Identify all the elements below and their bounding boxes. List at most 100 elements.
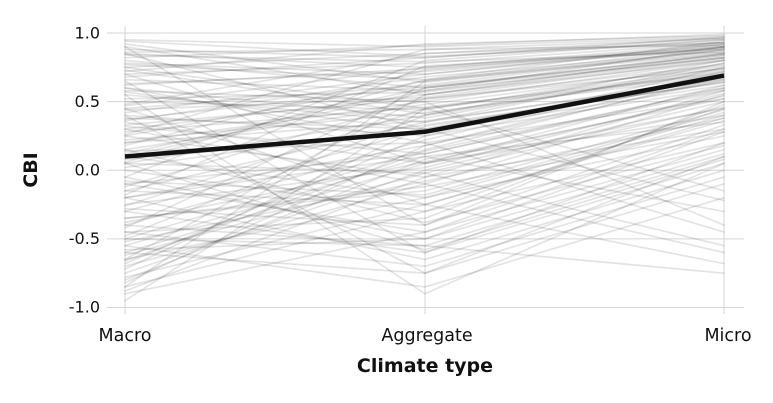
y-tick-neg-1.0: -1.0 <box>69 298 100 317</box>
observation-line <box>124 45 725 288</box>
y-tick-neg-0.5: -0.5 <box>69 229 100 248</box>
observation-line <box>124 196 725 288</box>
observation-line <box>124 87 725 185</box>
observation-line <box>124 40 725 81</box>
observation-line <box>124 43 725 76</box>
observation-line <box>124 41 725 106</box>
observation-line <box>124 33 725 59</box>
observation-line <box>124 95 725 224</box>
observation-line <box>124 169 725 261</box>
y-tick-1.0: 1.0 <box>75 24 100 43</box>
observation-line <box>124 158 725 251</box>
observation-line <box>124 34 725 73</box>
observation-line <box>124 155 725 247</box>
observation-line <box>124 93 725 295</box>
observation-line <box>124 183 725 275</box>
observation-line <box>124 63 725 188</box>
x-tick-aggregate: Aggregate <box>381 326 472 346</box>
observation-line <box>124 37 725 136</box>
observation-line <box>124 62 725 111</box>
observation-line <box>124 176 725 268</box>
observation-line <box>124 49 725 122</box>
observation-line <box>124 141 725 213</box>
observation-line <box>124 73 725 199</box>
observation-line <box>124 44 725 54</box>
observation-line <box>124 109 725 220</box>
observation-line <box>124 52 725 261</box>
observation-line <box>124 114 725 165</box>
observation-line <box>124 43 725 107</box>
observation-line <box>124 89 725 155</box>
observation-line <box>124 48 725 196</box>
observation-line <box>124 69 725 115</box>
observation-line <box>124 119 725 279</box>
observation-line <box>124 65 725 151</box>
observation-line <box>124 73 725 165</box>
observation-line <box>124 93 725 268</box>
category-axis-lines <box>124 26 725 314</box>
observation-line <box>124 162 725 247</box>
observation-line <box>124 107 725 265</box>
observation-line <box>124 106 725 257</box>
observation-line <box>124 40 725 58</box>
observation-line <box>124 47 725 87</box>
observation-line <box>124 41 725 76</box>
observation-line <box>124 45 725 96</box>
observation-line <box>124 107 725 288</box>
observation-line <box>124 76 725 240</box>
observation-line <box>124 43 725 84</box>
observation-line <box>124 54 725 121</box>
observation-line <box>124 45 725 114</box>
observation-line <box>124 114 725 275</box>
observation-line <box>124 52 725 202</box>
observation-line <box>124 100 725 226</box>
observation-line <box>124 98 725 281</box>
observation-line <box>124 89 725 292</box>
observation-line <box>124 67 725 207</box>
observation-line <box>124 36 725 48</box>
observation-line <box>124 58 725 111</box>
observation-line <box>124 67 725 126</box>
observation-line <box>124 80 725 254</box>
observation-line <box>124 66 725 192</box>
observation-line <box>124 52 725 137</box>
observation-line <box>124 56 725 229</box>
observation-line <box>124 124 725 226</box>
observation-line <box>124 44 725 147</box>
observation-line <box>124 152 725 240</box>
observation-line <box>124 80 725 213</box>
observation-line <box>124 87 725 233</box>
observation-line <box>124 39 725 178</box>
observation-line <box>124 114 725 261</box>
observation-line <box>124 121 725 247</box>
y-axis-tick-labels: 1.0 0.5 0.0 -0.5 -1.0 <box>69 24 100 317</box>
observation-line <box>124 37 725 69</box>
observation-line <box>124 54 725 155</box>
observation-line <box>124 73 725 302</box>
mean-cbi-line <box>124 73 725 159</box>
observation-line <box>124 117 725 243</box>
observation-line <box>124 51 725 63</box>
observation-line <box>124 51 725 163</box>
observation-line <box>124 74 725 141</box>
observation-line <box>124 59 725 130</box>
observation-line <box>124 130 725 251</box>
observation-line <box>124 45 725 226</box>
observation-line <box>124 48 725 110</box>
observation-line <box>124 92 725 206</box>
observation-line <box>124 36 725 78</box>
observation-line <box>124 155 725 213</box>
observation-line <box>124 39 725 59</box>
x-tick-micro: Micro <box>704 326 751 346</box>
observation-line <box>124 135 725 199</box>
observation-line <box>124 71 725 133</box>
observation-line <box>124 103 725 233</box>
observation-line <box>124 66 725 119</box>
observation-line <box>124 62 725 192</box>
observation-line <box>124 100 725 275</box>
observation-line <box>124 66 725 265</box>
observation-line <box>124 88 725 262</box>
y-axis-title: CBI <box>20 152 42 188</box>
